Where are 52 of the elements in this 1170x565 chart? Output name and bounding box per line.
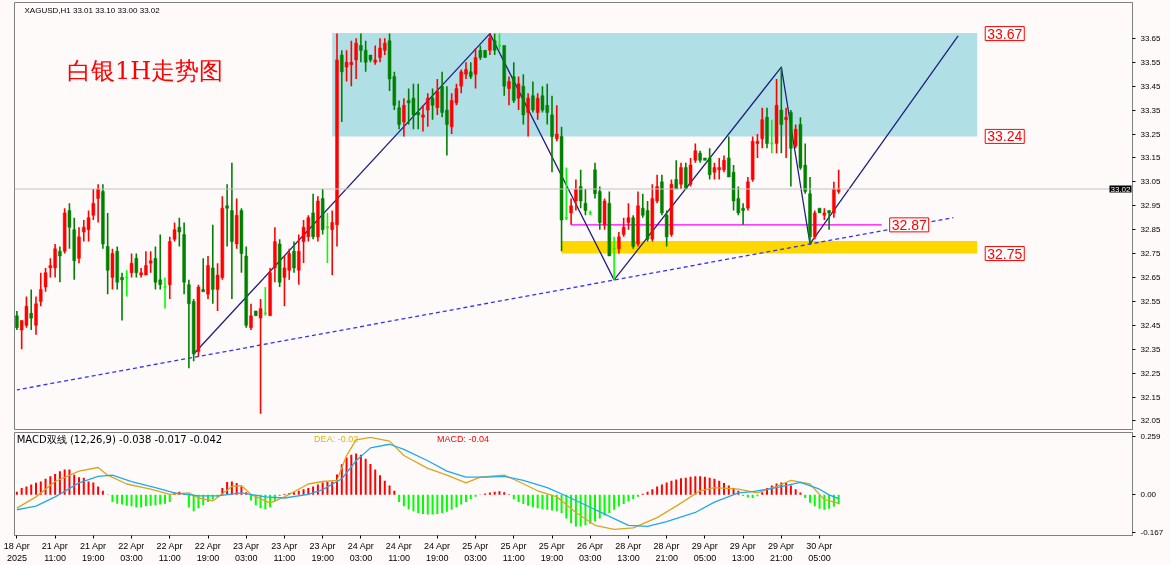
y-tick-label: 33.05 (1140, 177, 1162, 187)
chart-subtitle: XAGUSD,H1 33.01 33.10 33.00 33.02 (24, 5, 161, 15)
x-tick-label: 24 Apr 11:00 (385, 540, 412, 563)
x-tick-label: 25 Apr 03:00 (462, 540, 489, 563)
x-tick-label: 22 Apr 03:00 (118, 540, 145, 563)
y-tick-label: 33.15 (1140, 153, 1162, 163)
ref-line-label: 33.02 (1110, 184, 1132, 194)
y-tick-label: 32.75 (1140, 249, 1162, 259)
x-tick-label: 24 Apr 19:00 (424, 540, 451, 563)
y-tick-label: -0.167 (1140, 528, 1164, 538)
x-tick-label: 29 Apr 21:00 (768, 540, 795, 563)
x-tick-label: 22 Apr 19:00 (194, 540, 221, 563)
x-tick-label: 29 Apr 05:00 (691, 540, 718, 563)
y-tick-label: 33.25 (1140, 129, 1162, 139)
annotation: 32.75 (987, 245, 1023, 262)
x-tick-label: 21 Apr 11:00 (41, 540, 68, 563)
x-tick-label: 28 Apr 21:00 (653, 540, 680, 563)
x-tick-label: 21 Apr 19:00 (80, 540, 107, 563)
y-tick-label: 32.25 (1140, 368, 1162, 378)
y-tick-label: 32.35 (1140, 344, 1162, 354)
y-tick-label: 33.35 (1140, 105, 1162, 115)
x-tick-label: 23 Apr 19:00 (309, 540, 336, 563)
x-tick-label: 26 Apr 03:00 (576, 540, 603, 563)
annotation: MACD: -0.04 (437, 433, 490, 444)
annotation: DEA: -0.02 (314, 433, 359, 444)
y-tick-label: 0.259 (1140, 431, 1162, 441)
y-tick-label: 32.15 (1140, 392, 1162, 402)
annotation: 33.24 (987, 128, 1023, 145)
x-tick-label: 22 Apr 11:00 (156, 540, 183, 563)
x-tick-label: 18 Apr 2025 (3, 540, 30, 563)
y-tick-label: 32.55 (1140, 296, 1162, 306)
y-tick-label: 32.95 (1140, 201, 1162, 211)
y-tick-label: 32.45 (1140, 320, 1162, 330)
x-tick-label: 28 Apr 13:00 (615, 540, 642, 563)
y-tick-label: 32.85 (1140, 225, 1162, 235)
x-tick-label: 23 Apr 11:00 (271, 540, 298, 563)
y-tick-label: 32.05 (1140, 416, 1162, 426)
chart-title: MACD双线 (12,26,9) -0.038 -0.017 -0.042 (16, 433, 223, 445)
y-tick-label: 0.00 (1140, 490, 1157, 500)
x-tick-label: 25 Apr 19:00 (538, 540, 565, 563)
x-tick-label: 24 Apr 03:00 (347, 540, 374, 563)
annotation: 32.87 (891, 216, 927, 233)
y-tick-label: 32.65 (1140, 272, 1162, 282)
y-tick-label: 33.45 (1140, 81, 1162, 91)
annotation: 33.67 (987, 25, 1023, 42)
x-tick-label: 30 Apr 05:00 (806, 540, 833, 563)
y-tick-label: 33.55 (1140, 57, 1162, 67)
text: 白银1H走势图 (67, 56, 224, 85)
x-tick-label: 23 Apr 03:00 (232, 540, 259, 563)
y-tick-label: 33.65 (1140, 33, 1162, 43)
x-tick-label: 25 Apr 11:00 (500, 540, 527, 563)
x-tick-label: 29 Apr 13:00 (729, 540, 756, 563)
